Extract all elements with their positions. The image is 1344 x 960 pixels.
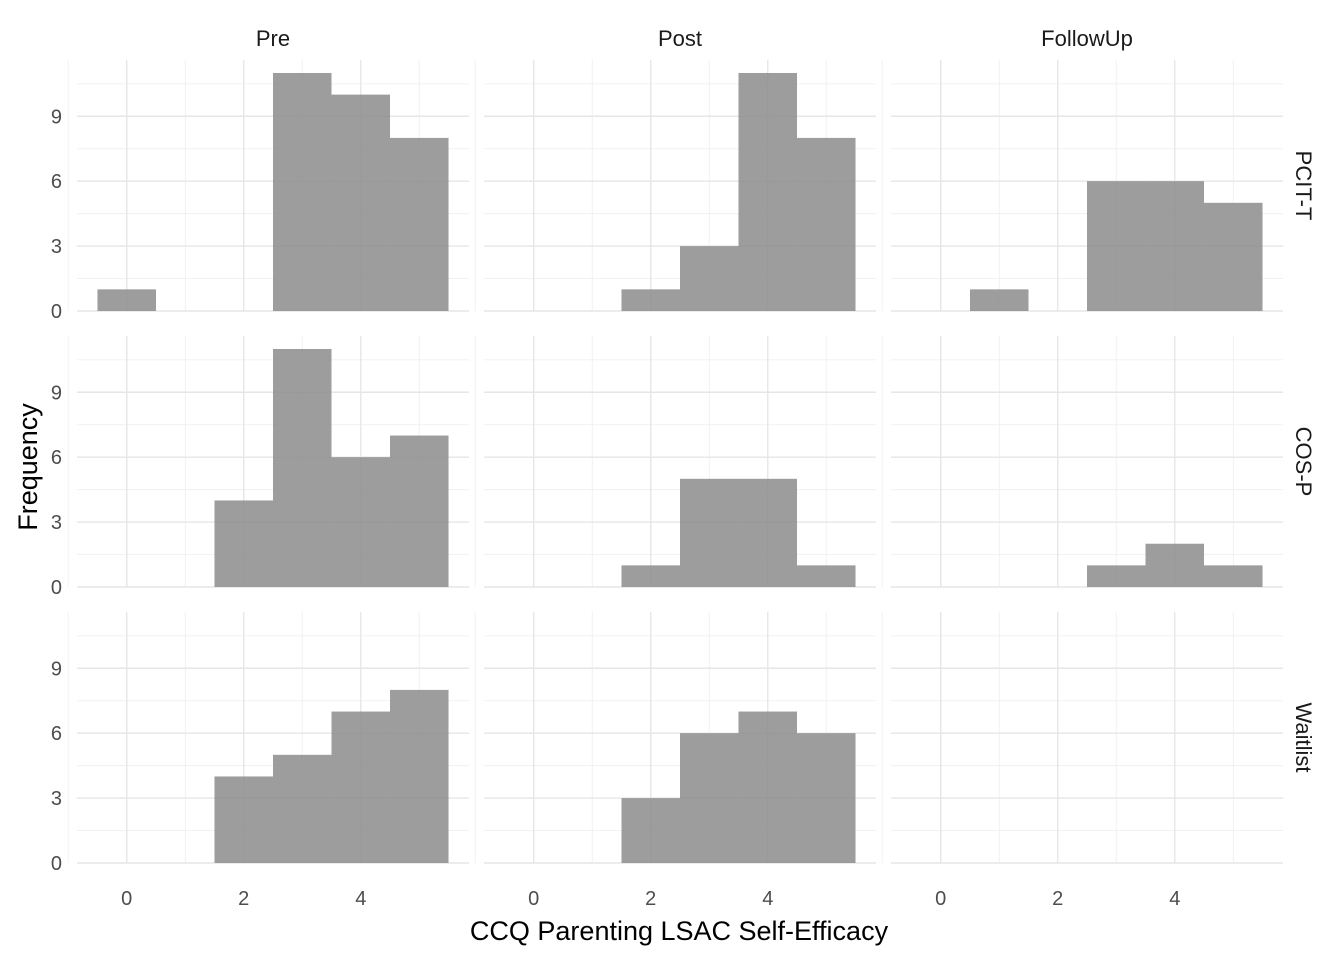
y-tick-label: 0 — [51, 853, 62, 875]
histogram-bar — [680, 733, 739, 863]
facet-column-label: Pre — [256, 26, 290, 51]
histogram-bar — [680, 246, 739, 311]
histogram-bar — [1204, 202, 1263, 311]
histogram-bar — [390, 137, 449, 311]
x-tick-label: 0 — [935, 888, 946, 910]
histogram-bar — [97, 289, 156, 311]
histogram-bar — [738, 72, 798, 311]
histogram-bar — [738, 711, 798, 863]
histogram-bar — [1087, 565, 1146, 587]
histogram-bar — [1145, 543, 1205, 587]
y-tick-label: 0 — [51, 577, 62, 599]
histogram-bar — [390, 435, 449, 587]
histogram-bar — [331, 711, 391, 863]
facet-column-label: Post — [658, 26, 702, 51]
y-tick-label: 6 — [51, 171, 62, 193]
y-tick-label: 3 — [51, 788, 62, 810]
histogram-bar — [214, 500, 273, 587]
histogram-bar — [214, 776, 273, 863]
y-tick-label: 9 — [51, 658, 62, 680]
y-tick-label: 3 — [51, 236, 62, 258]
facet-row-label: COS-P — [1291, 427, 1316, 497]
histogram-bar — [680, 478, 739, 587]
histogram-bar — [390, 689, 449, 863]
histogram-bar — [621, 798, 680, 863]
histogram-bar — [797, 565, 856, 587]
histogram-bar — [273, 754, 332, 863]
x-tick-label: 2 — [645, 888, 656, 910]
histogram-bar — [331, 457, 391, 587]
facet-column-label: FollowUp — [1041, 26, 1133, 51]
histogram-bar — [797, 733, 856, 863]
grid-layer — [67, 60, 1283, 864]
y-tick-label: 9 — [51, 382, 62, 404]
histogram-bar — [1145, 181, 1205, 311]
histogram-bar — [738, 478, 798, 587]
histogram-bar — [331, 94, 391, 311]
x-tick-label: 4 — [355, 888, 366, 910]
y-tick-label: 6 — [51, 723, 62, 745]
x-tick-label: 0 — [121, 888, 132, 910]
histogram-bar — [621, 289, 680, 311]
histogram-bar — [1204, 565, 1263, 587]
histogram-bar — [273, 72, 332, 311]
histogram-bar — [273, 348, 332, 587]
facet-row-label: Waitlist — [1291, 702, 1316, 772]
facet-row-label: PCIT-T — [1291, 151, 1316, 221]
x-tick-label: 2 — [1052, 888, 1063, 910]
y-tick-label: 3 — [51, 512, 62, 534]
histogram-bar — [797, 137, 856, 311]
x-axis-title: CCQ Parenting LSAC Self-Efficacy — [470, 916, 889, 946]
bar-layer — [97, 72, 1263, 863]
x-tick-label: 4 — [762, 888, 773, 910]
y-tick-label: 6 — [51, 447, 62, 469]
y-tick-label: 9 — [51, 106, 62, 128]
histogram-bar — [621, 565, 680, 587]
histogram-bar — [1087, 181, 1146, 311]
x-tick-label: 2 — [238, 888, 249, 910]
label-layer: Pre Post FollowUp PCIT-T COS-P Waitlist 0 3 6 9 0 3… — [51, 26, 1316, 910]
y-axis-title: Frequency — [13, 403, 43, 531]
x-tick-label: 0 — [528, 888, 539, 910]
y-tick-label: 0 — [51, 301, 62, 323]
histogram-bar — [969, 289, 1029, 311]
x-tick-label: 4 — [1169, 888, 1180, 910]
